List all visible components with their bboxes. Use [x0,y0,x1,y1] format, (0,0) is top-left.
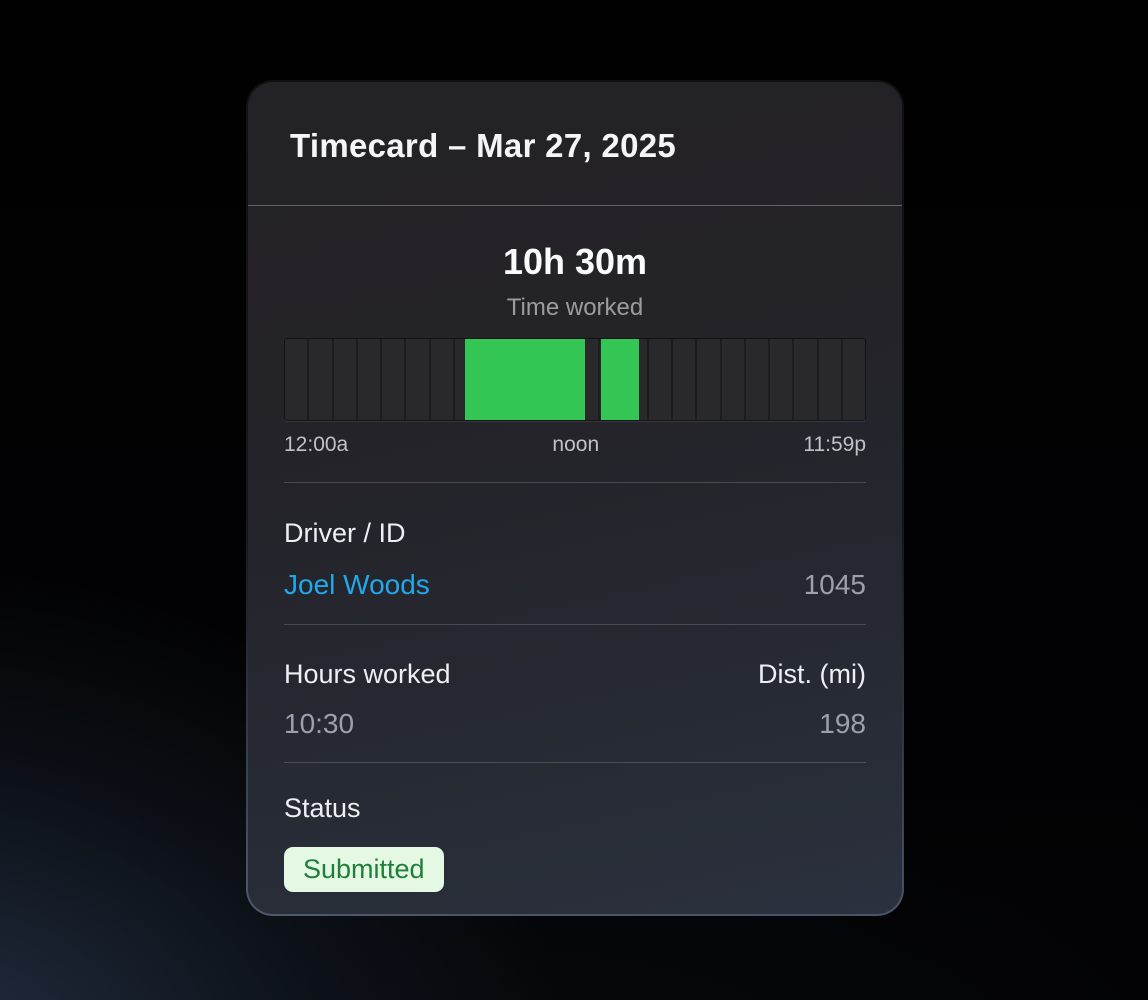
distance-value: 198 [819,708,866,740]
worked-time-block [465,338,585,420]
section-divider [284,481,866,483]
hour-segment [648,338,671,420]
status-label: Status [284,792,361,823]
hour-segment [745,338,768,420]
time-worked-label: Time worked [506,294,644,322]
header-divider [248,204,902,206]
worked-time-block [600,338,639,420]
card-title: Timecard – Mar 27, 2025 [290,127,677,164]
metrics-label-row: Hours worked Dist. (mi) [284,658,866,690]
time-worked-value: 10h 30m [502,240,648,282]
hour-segment [406,338,429,420]
hour-segment [333,338,356,420]
tick-label-start: 12:00a [284,432,349,456]
hour-segment [285,338,308,420]
metrics-value-row: 10:30 198 [284,707,866,741]
tick-label-end: 11:59p [803,432,866,456]
status-badge: Submitted [284,847,444,893]
tick-label-noon: noon [552,432,600,456]
hours-worked-label: Hours worked [284,658,451,689]
hours-worked-value: 10:30 [284,708,355,740]
distance-label: Dist. (mi) [758,658,866,689]
hour-segment [382,338,405,420]
hour-segment [357,338,380,420]
card-content: 10h 30m Time worked 12:00a noon 11:59p D… [248,240,902,893]
driver-name-link[interactable]: Joel Woods [284,569,430,601]
hour-segment [770,338,793,420]
section-divider [284,623,866,625]
timecard-card-body: Timecard – Mar 27, 2025 10h 30m Time wor… [248,82,902,914]
driver-id-label: Driver / ID [284,517,406,548]
hour-segment [430,338,453,420]
hour-segment [309,338,332,420]
hour-segment [818,338,841,420]
timecard-card: Timecard – Mar 27, 2025 10h 30m Time wor… [246,80,904,916]
hour-segment [673,338,696,420]
hour-segment [794,338,817,420]
section-divider [284,761,866,763]
timeline-work-blocks [285,338,865,420]
hour-segment [697,338,720,420]
hour-segment [721,338,744,420]
day-timeline-bar [284,337,866,421]
driver-id-row: Joel Woods 1045 [284,568,866,602]
hour-segment [842,338,865,420]
card-header: Timecard – Mar 27, 2025 [248,82,902,166]
timeline-tick-row: 12:00a noon 11:59p [284,433,866,456]
driver-id-value: 1045 [803,569,866,601]
